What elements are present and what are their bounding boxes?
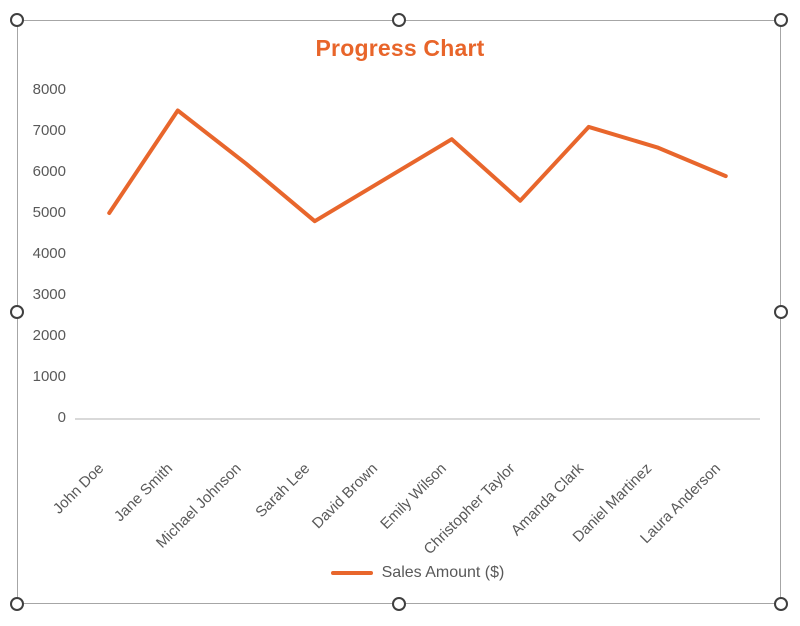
resize-handle-top-left[interactable] (10, 13, 24, 27)
resize-handle-middle-right[interactable] (774, 305, 788, 319)
y-tick-label: 7000 (32, 122, 66, 139)
sales-amount-line[interactable] (107, 108, 728, 224)
legend-line-swatch (330, 571, 373, 575)
legend-label: Sales Amount ($) (381, 564, 505, 581)
resize-handle-middle-left[interactable] (10, 305, 24, 319)
resize-handle-bottom-left[interactable] (10, 597, 24, 611)
y-tick-label: 2000 (32, 327, 66, 344)
x-axis-line (75, 418, 760, 420)
resize-handle-bottom-center[interactable] (392, 597, 406, 611)
resize-handle-bottom-right[interactable] (774, 597, 788, 611)
y-tick-label: 3000 (32, 286, 66, 303)
y-tick-label: 1000 (32, 368, 66, 385)
resize-handle-top-right[interactable] (774, 13, 788, 27)
y-tick-label: 6000 (32, 163, 66, 180)
y-tick-label: 5000 (32, 204, 66, 221)
resize-handle-top-center[interactable] (392, 13, 406, 27)
y-tick-label: 8000 (32, 81, 66, 98)
y-tick-label: 0 (57, 409, 66, 426)
legend[interactable]: Sales Amount ($) (75, 563, 760, 583)
chart-title[interactable]: Progress Chart (315, 35, 485, 61)
y-tick-label: 4000 (32, 245, 66, 262)
